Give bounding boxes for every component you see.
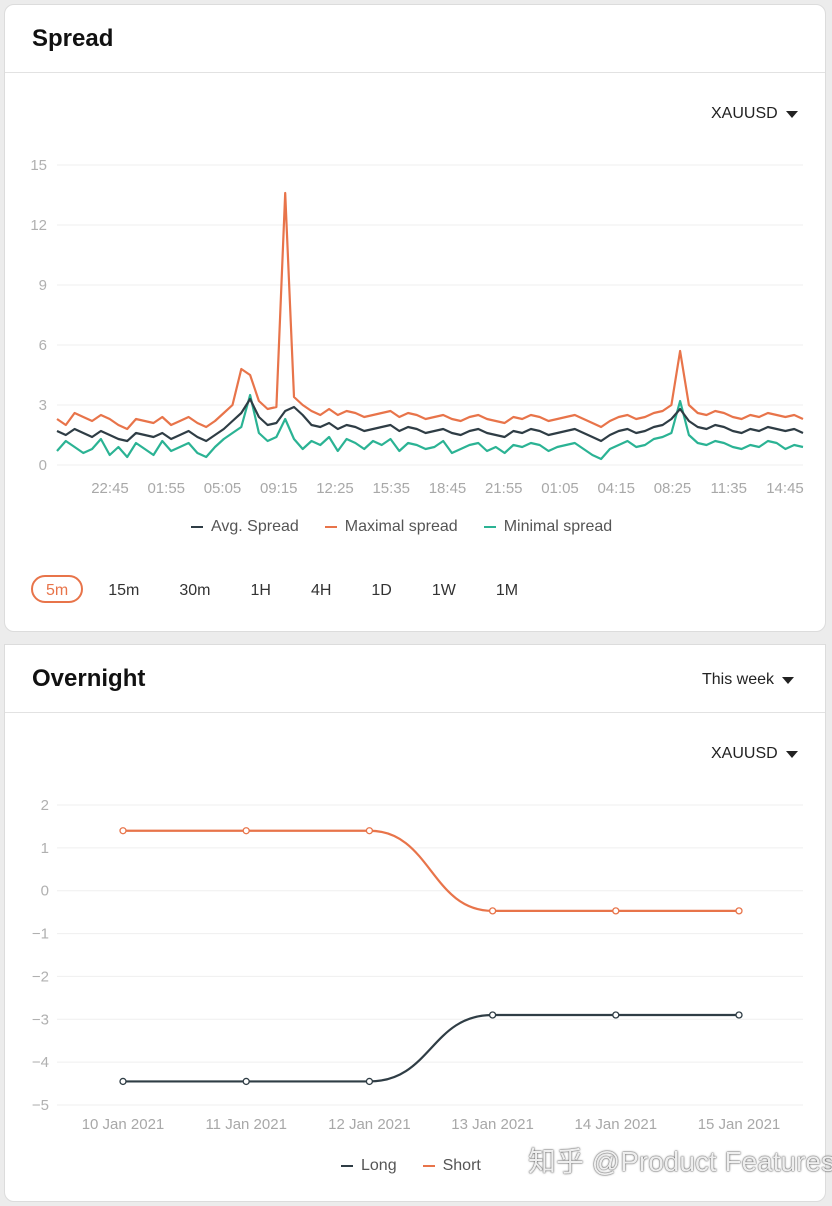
overnight-legend: Long Short	[341, 1157, 481, 1175]
series-line-long	[123, 1013, 739, 1083]
legend-label: Maximal spread	[344, 518, 458, 535]
y-tick-label: 0	[39, 457, 47, 474]
overnight-card: Overnight This week XAUUSD 2 1 0 −1 −2 −3 −4 −5…	[4, 644, 826, 1202]
series-line-maximal-spread	[56, 191, 804, 431]
spread-title: Spread	[32, 25, 114, 52]
legend-label: Short	[442, 1157, 481, 1174]
x-tick-label: 11 Jan 2021	[205, 1116, 286, 1133]
overnight-header: Overnight This week	[5, 645, 825, 713]
x-tick-label: 05:05	[204, 480, 242, 497]
x-tick-label: 01:05	[541, 480, 579, 497]
data-point-short	[612, 907, 620, 915]
data-point-long	[612, 1011, 620, 1019]
x-tick-label: 22:45	[91, 480, 129, 497]
legend-label: Long	[361, 1157, 397, 1174]
spread-header: Spread	[5, 5, 825, 73]
x-tick-label: 13 Jan 2021	[451, 1116, 534, 1133]
overnight-legend-item[interactable]: Short	[422, 1157, 481, 1175]
spread-legend-item[interactable]: Avg. Spread	[191, 518, 299, 536]
x-tick-label: 12:25	[316, 480, 354, 497]
timeframe-selector: 5m 15m 30m 1H 4H 1D 1W 1M	[31, 575, 543, 603]
data-point-long	[488, 1011, 497, 1019]
x-tick-label: 14:45	[766, 480, 804, 497]
x-tick-label: 01:55	[147, 480, 185, 497]
x-tick-label: 10 Jan 2021	[82, 1116, 165, 1133]
y-tick-label: 9	[39, 277, 47, 294]
series-line-short	[123, 829, 739, 912]
caret-down-icon	[782, 676, 795, 684]
x-tick-label: 15:35	[372, 480, 410, 497]
x-tick-label: 15 Jan 2021	[698, 1116, 781, 1133]
spread-symbol-label: XAUUSD	[711, 105, 778, 122]
x-tick-label: 09:15	[260, 480, 298, 497]
x-tick-label: 21:55	[485, 480, 523, 497]
x-tick-label: 18:45	[429, 480, 467, 497]
timeframe-5m-button[interactable]: 5m	[31, 575, 84, 603]
spread-legend: Avg. Spread Maximal spread Minimal spread	[191, 518, 612, 536]
timeframe-1d-button[interactable]: 1D	[371, 582, 392, 599]
caret-down-icon	[785, 110, 798, 118]
overnight-symbol-dropdown[interactable]: XAUUSD	[711, 745, 798, 763]
y-tick-label: 3	[39, 397, 47, 414]
legend-label: Minimal spread	[503, 518, 613, 535]
y-tick-label: −4	[32, 1054, 49, 1071]
series-line-avg-spread	[56, 397, 804, 443]
data-point-short	[365, 827, 374, 835]
legend-line-icon	[341, 1165, 353, 1167]
x-tick-label: 12 Jan 2021	[328, 1116, 411, 1133]
timeframe-1w-button[interactable]: 1W	[431, 582, 456, 599]
period-dropdown[interactable]: This week	[702, 671, 795, 689]
x-tick-label: 08:25	[654, 480, 692, 497]
timeframe-4h-button[interactable]: 4H	[310, 582, 332, 599]
y-tick-label: −5	[32, 1097, 49, 1114]
caret-down-icon	[785, 750, 798, 758]
data-point-short	[119, 827, 127, 835]
y-tick-label: 0	[41, 883, 49, 900]
timeframe-30m-button[interactable]: 30m	[179, 582, 211, 599]
overnight-chart: 2 1 0 −1 −2 −3 −4 −5 10 Jan 2021 11 Jan 2021 12 J…	[32, 797, 803, 1133]
watermark-text: 知乎 @Product Features	[528, 1146, 832, 1177]
period-label: This week	[702, 671, 775, 688]
spread-chart: 0 3 6 9 12 15 22:45 01:55 05:05 09:15 12:25 15:35 1…	[30, 157, 804, 497]
legend-line-icon	[483, 526, 496, 528]
data-point-short	[735, 907, 743, 915]
timeframe-1h-button[interactable]: 1H	[250, 582, 271, 599]
legend-line-icon	[422, 1165, 435, 1167]
spread-legend-item[interactable]: Minimal spread	[483, 518, 613, 536]
spread-symbol-dropdown[interactable]: XAUUSD	[711, 105, 798, 123]
data-point-long	[242, 1077, 250, 1086]
y-tick-label: 15	[30, 157, 47, 174]
legend-line-icon	[191, 526, 203, 528]
data-point-long	[119, 1077, 127, 1086]
y-tick-label: −1	[32, 926, 49, 943]
data-point-long	[365, 1077, 374, 1086]
y-tick-label: −2	[32, 968, 49, 985]
data-point-long	[735, 1011, 743, 1019]
overnight-symbol-label: XAUUSD	[711, 745, 778, 762]
legend-line-icon	[324, 526, 337, 528]
y-tick-label: 6	[39, 337, 47, 354]
timeframe-1m-button[interactable]: 1M	[495, 582, 519, 599]
y-tick-label: 2	[41, 797, 49, 814]
y-tick-label: −3	[32, 1011, 49, 1028]
x-tick-label: 04:15	[597, 480, 635, 497]
spread-card: Spread XAUUSD 0 3 6 9 12 15 22:45 01:55 05:05 09…	[4, 4, 826, 632]
x-tick-label: 14 Jan 2021	[575, 1116, 658, 1133]
legend-label: Avg. Spread	[211, 518, 299, 535]
data-point-short	[488, 907, 497, 915]
overnight-legend-item[interactable]: Long	[341, 1157, 397, 1175]
series-line-minimal-spread	[56, 393, 804, 461]
y-tick-label: 1	[41, 840, 49, 857]
timeframe-15m-button[interactable]: 15m	[108, 582, 140, 599]
data-point-short	[242, 827, 250, 835]
spread-legend-item[interactable]: Maximal spread	[324, 518, 458, 536]
y-tick-label: 12	[30, 217, 47, 234]
overnight-title: Overnight	[32, 665, 146, 692]
x-tick-label: 11:35	[711, 480, 747, 497]
